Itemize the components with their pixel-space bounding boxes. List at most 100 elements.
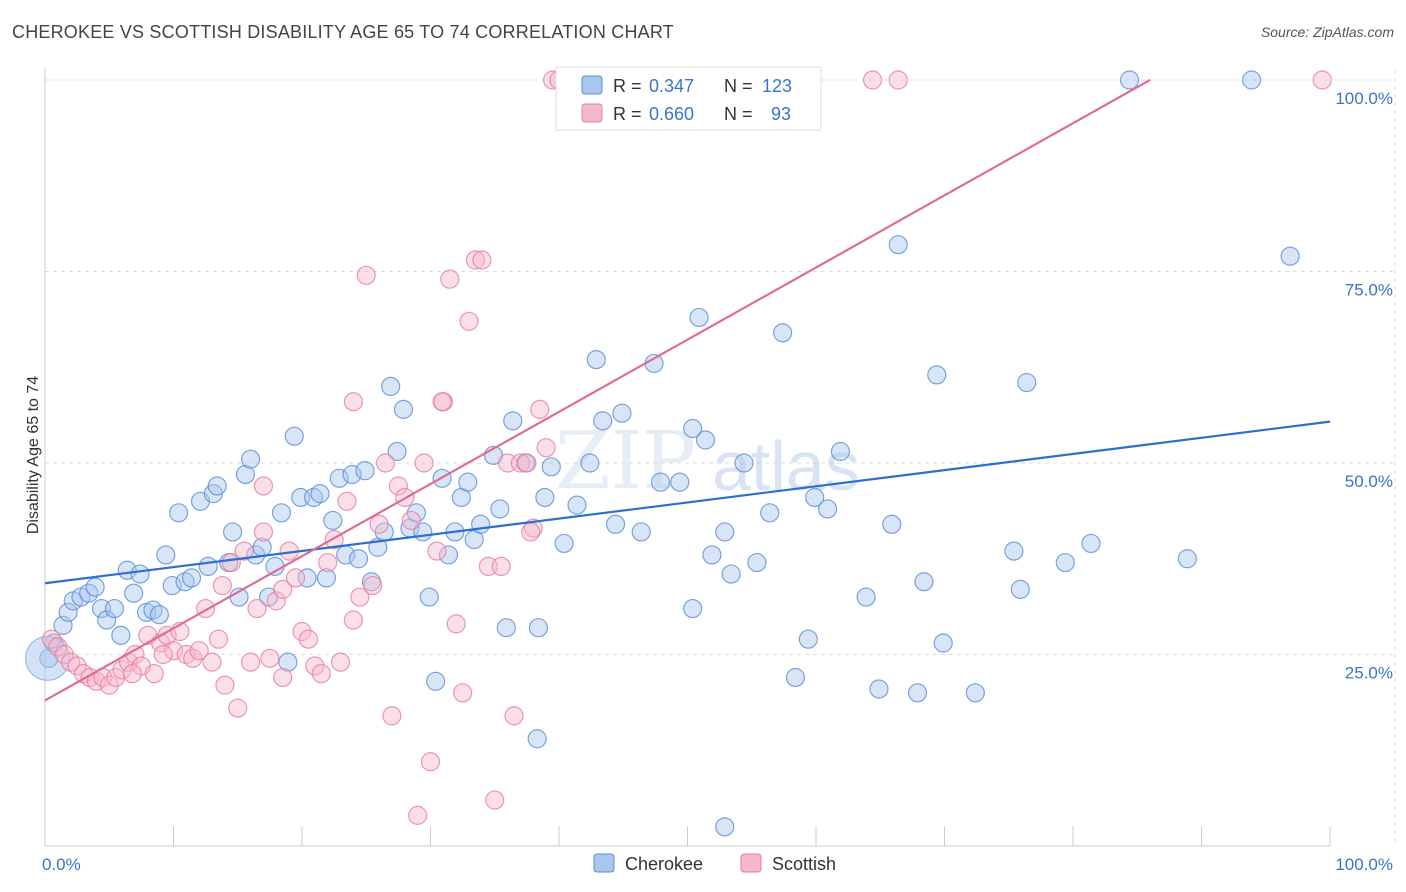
scottish-point (510, 453, 531, 473)
cherokee-point (329, 468, 349, 488)
legend-n-value: 123 (762, 76, 792, 96)
x-tick-label: 100.0% (1335, 855, 1393, 874)
scottish-point (521, 522, 541, 542)
cherokee-point (490, 499, 510, 519)
cherokee-point (342, 464, 362, 485)
scottish-point (260, 648, 280, 668)
cherokee-point (760, 503, 780, 523)
legend-r-label: R = (613, 104, 642, 124)
scottish-point (491, 556, 511, 577)
scottish-point (144, 664, 164, 684)
cherokee-point (567, 495, 587, 515)
cherokee-point (683, 598, 703, 619)
scottish-point (343, 610, 363, 630)
scottish-point (292, 621, 312, 642)
scottish-point (311, 664, 331, 684)
cherokee-point (734, 453, 754, 473)
cherokee-point (605, 514, 626, 534)
legend-n-value: 93 (771, 104, 791, 124)
cherokee-point (130, 564, 150, 584)
cherokee-point (772, 323, 793, 343)
cherokee-point (695, 430, 716, 450)
cherokee-point (198, 556, 218, 577)
watermark-atlas: atlas (712, 427, 860, 505)
scottish-point (234, 541, 254, 561)
cherokee-point (1081, 533, 1101, 554)
cherokee-point (907, 683, 928, 703)
scottish-point (356, 265, 376, 285)
scottish-point (48, 637, 68, 657)
cherokee-point (207, 476, 227, 496)
scottish-point (253, 522, 274, 542)
cherokee-point (650, 472, 671, 492)
cherokee-point (85, 577, 105, 597)
cherokee-point (527, 729, 547, 749)
scottish-point (465, 250, 486, 270)
scottish-point (266, 591, 286, 611)
legend-swatch-cherokee (581, 75, 603, 95)
y-tick-label: 100.0% (1335, 89, 1393, 108)
scottish-point (375, 453, 396, 473)
scottish-trend-line (44, 79, 1151, 702)
cherokee-point (162, 575, 182, 596)
scottish-point (208, 629, 229, 649)
cherokee-point (503, 411, 523, 431)
cherokee-point (644, 353, 664, 374)
scottish-point (247, 598, 267, 619)
cherokee-point (702, 545, 722, 565)
cherokee-point (715, 522, 735, 542)
cherokee-point (830, 441, 851, 462)
x-tick-labels: 0.0% 100.0% (42, 855, 1393, 874)
scottish-point (536, 438, 556, 458)
scottish-point (221, 552, 241, 573)
scottish-point (99, 675, 119, 695)
scottish-point (408, 805, 428, 825)
scottish-point (253, 476, 274, 496)
scottish-point (122, 664, 142, 684)
cherokee-point (149, 605, 169, 625)
cherokee-point (541, 457, 561, 477)
legend-label-scottish: Scottish (772, 854, 836, 874)
cherokee-point (241, 449, 261, 469)
cherokee-point (933, 633, 953, 653)
axes (44, 68, 1331, 847)
legend-r-label: R = (613, 76, 642, 96)
cherokee-point (586, 349, 606, 370)
cherokee-point (670, 472, 690, 492)
scottish-point (1312, 70, 1332, 90)
cherokee-point (471, 514, 491, 534)
cherokee-point (554, 533, 574, 554)
scottish-point (273, 579, 293, 599)
legend-r-value: 0.347 (649, 76, 694, 96)
cherokee-point (528, 618, 549, 638)
cherokee-point (914, 572, 934, 592)
cherokee-point (438, 545, 459, 565)
cherokee-point (348, 549, 369, 569)
scottish-point (54, 644, 74, 665)
cherokee-point (535, 487, 555, 508)
cherokee-point (721, 564, 741, 584)
scottish-point (504, 706, 524, 726)
scottish-point (888, 70, 908, 90)
scottish-point (337, 491, 357, 511)
scottish-point (330, 652, 351, 672)
cherokee-point (1242, 70, 1262, 90)
legend-swatch-scottish (581, 103, 603, 123)
cherokee-point (965, 683, 985, 703)
scottish-point (517, 453, 537, 473)
cherokee-point (97, 610, 117, 630)
cherokee-trend-line (44, 420, 1331, 585)
scottish-point (446, 614, 466, 634)
scottish-point (212, 575, 232, 596)
cherokee-point (580, 453, 600, 473)
scottish-point (318, 552, 338, 573)
legend-stats: R = 0.347 N = 123 R = 0.660 N = 93 (555, 66, 822, 131)
cherokee-point (817, 499, 838, 519)
cherokee-point (496, 618, 516, 638)
cherokee-point (1004, 541, 1024, 561)
legend-n-label: N = (724, 76, 753, 96)
watermark: ZIP atlas (555, 414, 860, 507)
cherokee-point (1177, 549, 1197, 569)
scottish-point (285, 568, 306, 588)
